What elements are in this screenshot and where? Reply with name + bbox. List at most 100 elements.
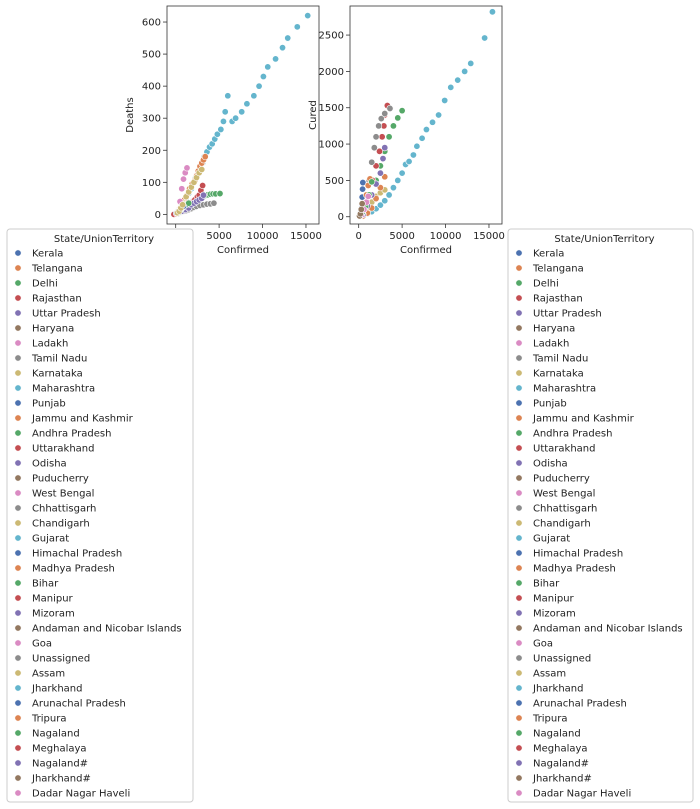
legend-label: Andaman and Nicobar Islands [533,624,683,635]
x-axis-label: Confirmed [400,245,452,256]
legend-marker [14,744,22,752]
legend-label: Jharkhand# [532,774,592,785]
legend-marker [515,339,523,347]
y-tick-label: 2000 [319,67,344,78]
data-point [368,158,376,166]
y-tick-label: 400 [142,82,161,93]
legend-label: West Bengal [533,489,595,500]
legend-label: Maharashtra [32,384,95,395]
legend-label: Tamil Nadu [532,354,588,365]
legend-label: Gujarat [533,534,570,545]
data-point [447,83,455,91]
legend-label: Manipur [533,594,575,605]
legend-label: Ladakh [32,339,68,350]
legend-label: Nagaland# [533,759,589,770]
legend-label: Puducherry [32,474,89,485]
legend-marker [14,339,22,347]
data-point [377,115,385,123]
data-point [272,55,280,63]
legend-title: State/UnionTerritory [554,234,654,245]
legend-marker [14,579,22,587]
y-axis-label: Cured [308,100,319,130]
legend-2: State/UnionTerritory Kerala Telangana Delhi… [507,228,694,803]
legend-marker [14,354,22,362]
legend-label: Odisha [32,459,67,470]
data-point [304,12,312,20]
data-point [418,134,426,142]
legend-label: Mizoram [533,609,576,620]
legend-marker [515,264,523,272]
legend-marker [515,519,523,527]
data-point [279,44,287,52]
legend-marker [14,534,22,542]
legend-frame [507,228,694,803]
legend-label: Kerala [32,249,63,260]
x-tick-label: 5000 [389,231,414,242]
legend-marker [515,549,523,557]
data-point [429,118,437,126]
legend-marker [515,744,523,752]
data-point [199,182,207,190]
legend-marker [14,249,22,257]
legend-marker [515,474,523,482]
legend-marker [14,549,22,557]
legend-label: Haryana [533,324,575,335]
legend-label: Goa [533,639,553,650]
data-point [201,153,209,161]
legend-marker [515,399,523,407]
legend-marker [515,699,523,707]
legend-marker [14,384,22,392]
data-point [376,201,384,209]
x-tick-label: 10000 [247,231,279,242]
data-point [250,92,258,100]
legend-label: Uttarakhand [32,444,94,455]
legend-label: Nagaland [32,729,80,740]
x-tick-label: 5000 [206,231,231,242]
data-point [357,205,365,213]
legend-marker [14,324,22,332]
legend-label: Meghalaya [533,744,588,755]
legend-marker [515,354,523,362]
data-point [398,169,406,177]
legend-marker [14,504,22,512]
data-point [372,133,380,141]
data-point [224,92,232,100]
y-tick-label: 500 [325,176,344,187]
data-point [481,34,489,42]
legend-marker [14,474,22,482]
legend-marker [515,309,523,317]
data-point [422,126,430,134]
legend-marker [515,729,523,737]
legend-marker [515,789,523,797]
legend-marker [14,609,22,617]
data-point [180,175,188,183]
data-point [179,201,187,209]
legend-label: West Bengal [32,489,94,500]
legend-marker [515,594,523,602]
legend-label: Andaman and Nicobar Islands [32,624,182,635]
data-point [259,73,267,81]
legend-label: Ladakh [533,339,569,350]
legend-marker [515,534,523,542]
x-tick-label: 0 [355,231,361,242]
legend-marker [515,684,523,692]
legend-marker [515,324,523,332]
legend-marker [515,279,523,287]
y-tick-label: 300 [142,114,161,125]
y-tick-label: 200 [142,146,161,157]
plot-frame [349,5,503,225]
legend-marker [515,444,523,452]
legend-marker [515,714,523,722]
data-point [232,114,240,122]
series-haryana [356,200,366,220]
legend-1: State/UnionTerritory Kerala Telangana Delhi… [6,228,194,803]
legend-marker [14,639,22,647]
legend-marker [515,429,523,437]
legend-label: Jharkhand# [31,774,91,785]
legend-label: Delhi [533,279,559,290]
legend-label: Tripura [532,714,567,725]
y-tick-label: 1000 [319,140,344,151]
y-tick-label: 1500 [319,103,344,114]
data-point [454,76,462,84]
